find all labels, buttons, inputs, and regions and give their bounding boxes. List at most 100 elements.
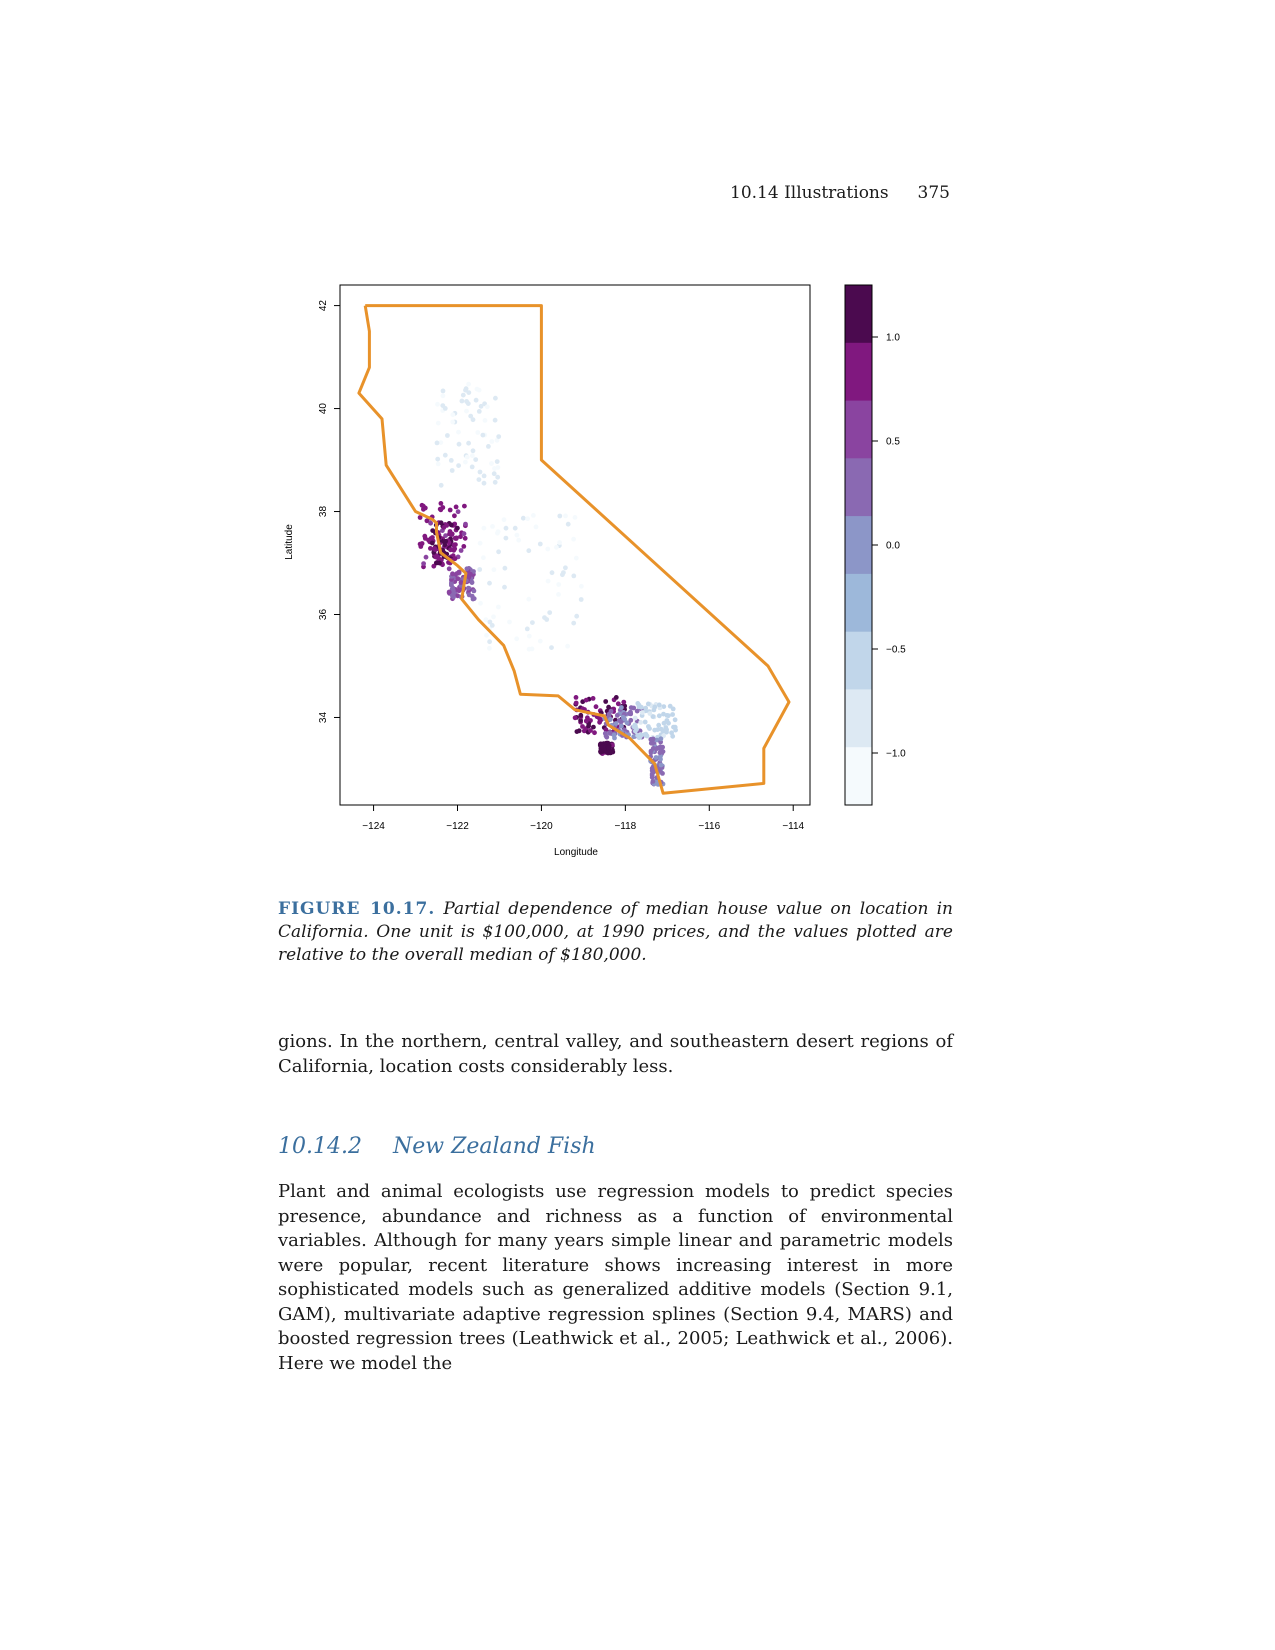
y-tick-label: 34 (318, 712, 329, 724)
data-point (588, 728, 593, 733)
data-point (431, 563, 437, 569)
data-point (478, 403, 484, 409)
plot-frame (339, 284, 811, 806)
data-point (650, 779, 656, 784)
data-point (435, 401, 440, 407)
data-point (620, 714, 626, 720)
data-point (438, 520, 444, 526)
data-point (489, 623, 495, 628)
data-point (430, 528, 436, 533)
data-point (487, 580, 492, 586)
data-point (638, 720, 644, 725)
data-point (421, 561, 426, 566)
data-point (571, 620, 577, 626)
data-point (581, 728, 587, 734)
data-point (545, 546, 551, 552)
data-point (660, 728, 666, 734)
data-point (440, 388, 446, 394)
x-tick-label: −116 (698, 821, 720, 832)
paragraph-2: Plant and animal ecologists use regressi… (278, 1181, 953, 1374)
data-point (614, 713, 620, 718)
paragraph-1: gions. In the northern, central valley, … (278, 1031, 953, 1077)
data-point (631, 705, 637, 711)
data-point (441, 525, 447, 530)
colorbar-swatch (845, 458, 872, 517)
data-point (661, 704, 667, 709)
data-point (549, 570, 555, 576)
data-point (476, 409, 482, 414)
data-point (477, 540, 483, 546)
data-point (461, 531, 467, 537)
data-point (450, 571, 455, 577)
data-point (557, 540, 562, 545)
colorbar-swatch (845, 631, 872, 690)
data-point (603, 727, 609, 733)
data-point (660, 771, 665, 776)
data-point (434, 440, 440, 446)
data-point (660, 744, 665, 750)
data-point (491, 567, 497, 573)
colorbar-swatch (845, 573, 872, 633)
data-point (579, 583, 584, 589)
data-point (469, 579, 475, 585)
data-point (649, 772, 655, 778)
data-point (572, 715, 578, 721)
figure-label: FIGURE 10.17. (278, 899, 436, 919)
data-point (450, 419, 456, 425)
data-point (481, 525, 487, 531)
data-point (525, 516, 530, 522)
running-head-section: 10.14 Illustrations (730, 183, 889, 203)
subsection-title: New Zealand Fish (392, 1134, 596, 1159)
data-point (468, 413, 474, 419)
data-point (452, 546, 458, 552)
data-point (624, 720, 630, 726)
data-point (606, 711, 612, 717)
data-point (481, 480, 487, 486)
data-point (639, 704, 644, 710)
data-point (458, 580, 464, 585)
data-point (417, 515, 423, 520)
data-point (493, 395, 498, 401)
colorbar-tick-label: 1.0 (886, 333, 900, 344)
colorbar-swatch (845, 285, 872, 344)
x-tick-label: −122 (446, 821, 469, 832)
data-point (514, 636, 520, 642)
data-point (453, 504, 459, 510)
colorbar-swatch (845, 516, 872, 575)
data-point (477, 469, 483, 475)
data-point (438, 501, 444, 506)
data-point (438, 482, 444, 488)
data-point (487, 619, 493, 625)
data-point (549, 645, 554, 650)
data-point (496, 434, 502, 439)
data-point (477, 567, 483, 572)
data-point (556, 582, 562, 587)
data-point (424, 518, 430, 524)
subsection-number: 10.14.2 (278, 1134, 362, 1159)
data-point (496, 604, 501, 610)
data-point (627, 711, 632, 716)
data-point (633, 728, 638, 734)
data-point (608, 750, 614, 755)
data-point (456, 429, 461, 435)
data-point (437, 560, 442, 566)
data-point (481, 555, 486, 561)
data-point (613, 721, 619, 726)
data-point (460, 392, 466, 398)
colorbar-tick-label: −1.0 (886, 749, 906, 760)
data-point (658, 736, 664, 742)
data-point (658, 762, 664, 768)
data-point (597, 716, 603, 722)
data-points (417, 381, 678, 787)
data-point (612, 735, 617, 741)
data-point (448, 547, 453, 553)
data-point (573, 555, 579, 561)
y-tick-label: 42 (318, 300, 329, 312)
data-point (448, 458, 454, 463)
data-point (456, 463, 461, 468)
data-point (644, 733, 650, 739)
data-point (423, 554, 429, 560)
data-point (432, 547, 438, 552)
data-point (560, 572, 565, 578)
data-point (495, 474, 501, 480)
